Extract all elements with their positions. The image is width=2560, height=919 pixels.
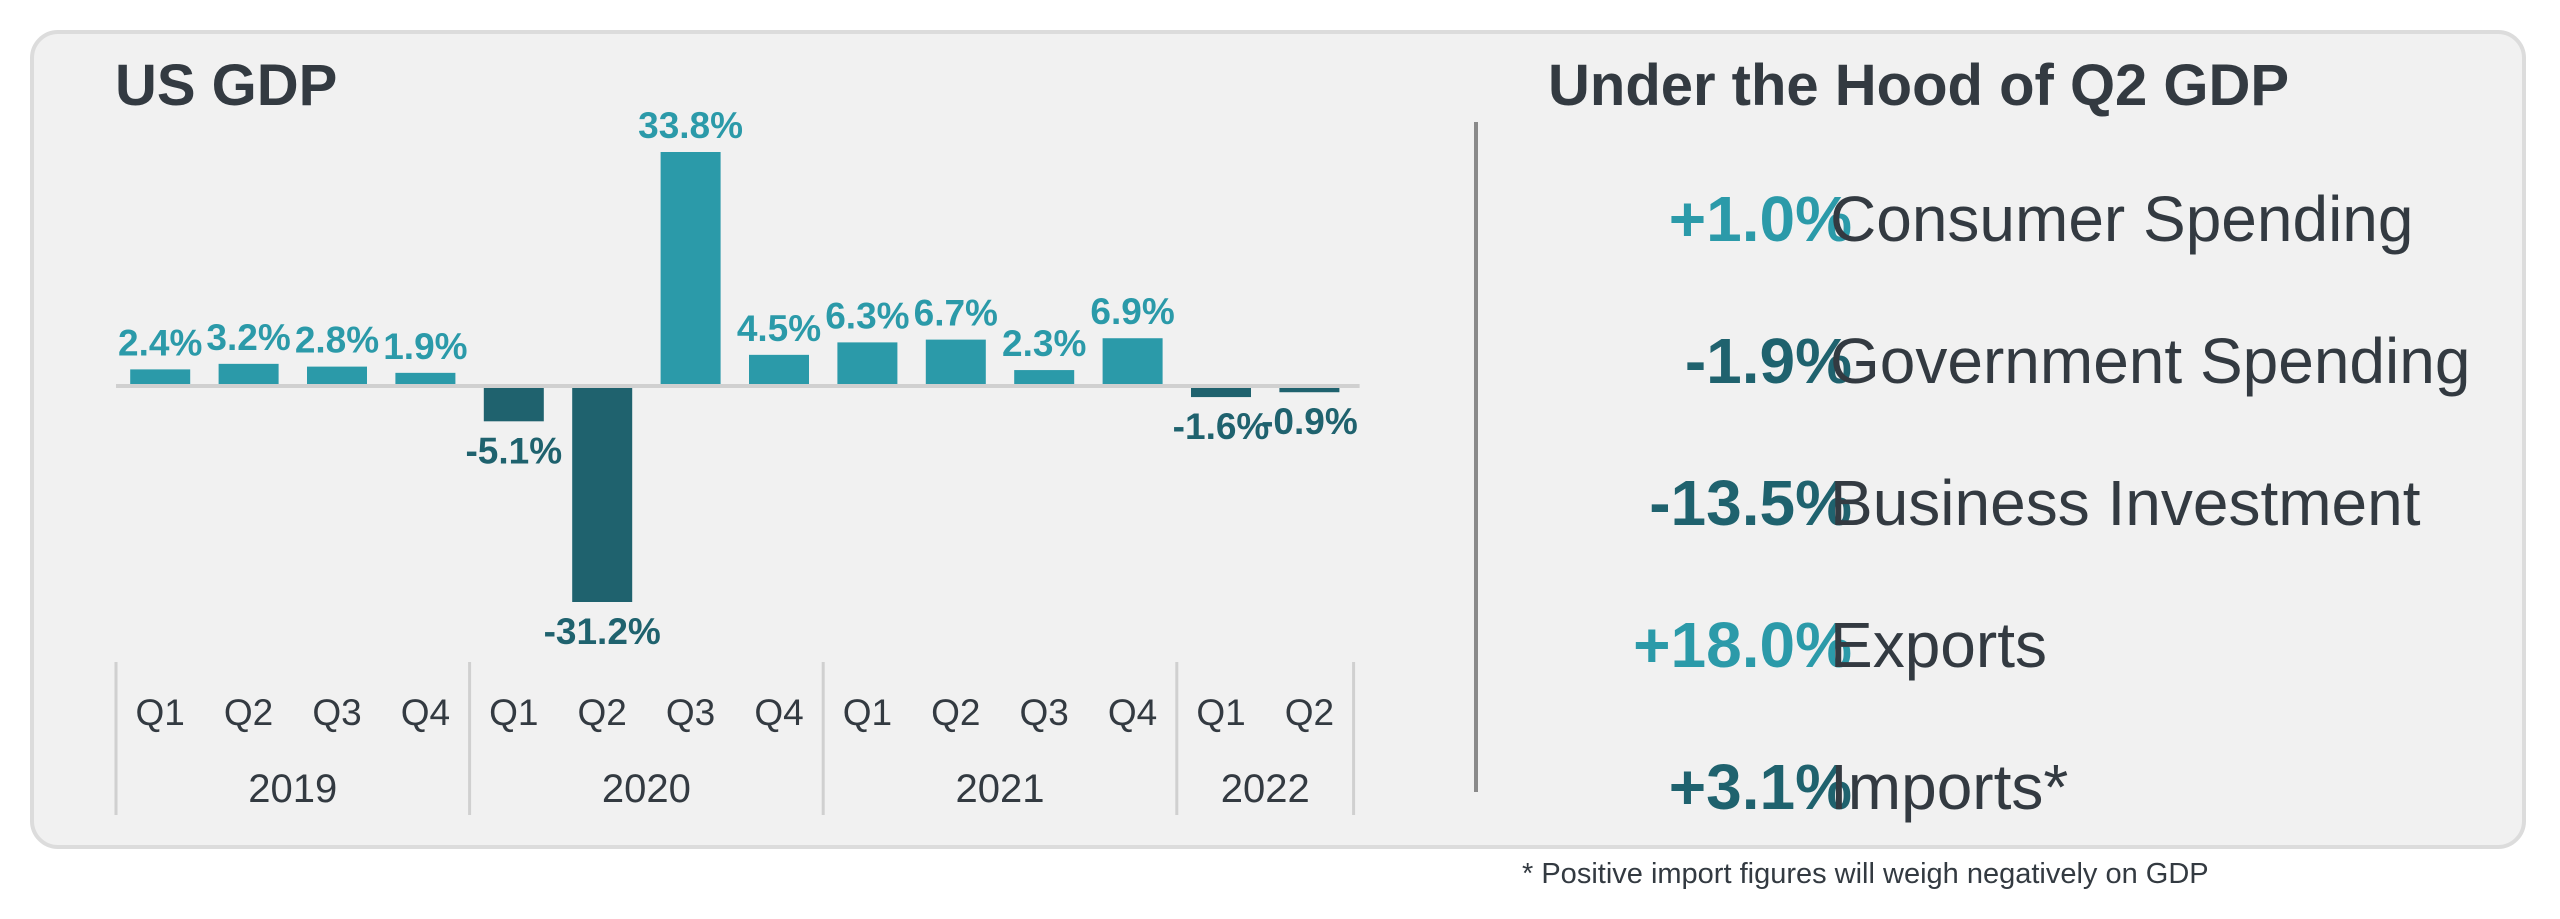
- bar: [572, 386, 633, 602]
- data-label: -31.2%: [544, 611, 661, 652]
- data-label: 6.7%: [914, 293, 998, 334]
- bar: [837, 342, 898, 386]
- data-label: 6.3%: [825, 295, 909, 336]
- section-divider: [1474, 122, 1478, 792]
- breakdown-label: Business Investment: [1830, 467, 2421, 539]
- x-tick-label: Q4: [401, 692, 450, 733]
- bar: [925, 339, 986, 386]
- bar: [130, 369, 191, 386]
- x-tick-label: Q1: [1196, 692, 1245, 733]
- x-tick-label: Q1: [489, 692, 538, 733]
- x-tick-label: Q1: [843, 692, 892, 733]
- breakdown-row-business-investment: -13.5% Business Investment: [1460, 466, 2520, 546]
- x-tick-label: Q2: [1285, 692, 1334, 733]
- data-label: 3.2%: [206, 317, 290, 358]
- data-label: 6.9%: [1090, 291, 1174, 332]
- data-label: 4.5%: [737, 308, 821, 349]
- breakdown-label: Imports*: [1830, 751, 2069, 823]
- year-label: 2020: [602, 767, 691, 811]
- data-label: 33.8%: [638, 105, 743, 146]
- breakdown-row-government-spending: -1.9% Government Spending: [1460, 324, 2520, 404]
- dashboard-card: [30, 30, 2526, 849]
- data-label: 2.8%: [295, 320, 379, 361]
- breakdown-value: -13.5%: [1649, 467, 1852, 539]
- breakdown-value: +3.1%: [1668, 751, 1852, 823]
- bar: [307, 366, 367, 386]
- year-label: 2022: [1221, 767, 1310, 811]
- x-tick-label: Q4: [754, 692, 803, 733]
- bar: [218, 363, 279, 386]
- data-label: 1.9%: [383, 326, 467, 367]
- x-tick-label: Q2: [578, 692, 627, 733]
- x-tick-label: Q2: [931, 692, 980, 733]
- breakdown-label: Consumer Spending: [1830, 183, 2414, 255]
- bar: [1191, 386, 1251, 398]
- panel-title: Under the Hood of Q2 GDP: [1548, 53, 2290, 118]
- bar: [1279, 386, 1340, 393]
- bar: [483, 386, 544, 422]
- breakdown-label: Exports: [1830, 609, 2047, 681]
- year-label: 2021: [956, 767, 1045, 811]
- data-label: -0.9%: [1261, 401, 1358, 442]
- footnote: * Positive import figures will weigh neg…: [1522, 858, 2209, 890]
- breakdown-row-exports: +18.0% Exports: [1460, 608, 2520, 688]
- bar: [1102, 338, 1163, 386]
- bar: [1014, 370, 1075, 386]
- x-tick-label: Q2: [224, 692, 273, 733]
- breakdown-row-consumer-spending: +1.0% Consumer Spending: [1460, 182, 2520, 262]
- x-tick-label: Q1: [136, 692, 185, 733]
- breakdown-value: +1.0%: [1668, 183, 1852, 255]
- data-label: 2.3%: [1002, 323, 1086, 364]
- data-label: 2.4%: [118, 322, 202, 363]
- breakdown-value: -1.9%: [1684, 325, 1852, 397]
- bar: [395, 372, 456, 386]
- breakdown-label: Government Spending: [1830, 325, 2471, 397]
- x-tick-label: Q4: [1108, 692, 1157, 733]
- breakdown-row-imports: +3.1% Imports*: [1460, 750, 2520, 830]
- bar: [749, 354, 809, 386]
- chart-title: US GDP: [115, 53, 338, 118]
- x-tick-label: Q3: [666, 692, 715, 733]
- x-tick-label: Q3: [1020, 692, 1069, 733]
- breakdown-value: +18.0%: [1633, 609, 1852, 681]
- x-tick-label: Q3: [312, 692, 361, 733]
- bar: [660, 152, 721, 386]
- data-label: -5.1%: [465, 430, 562, 471]
- data-label: -1.6%: [1173, 406, 1270, 447]
- year-label: 2019: [248, 767, 337, 811]
